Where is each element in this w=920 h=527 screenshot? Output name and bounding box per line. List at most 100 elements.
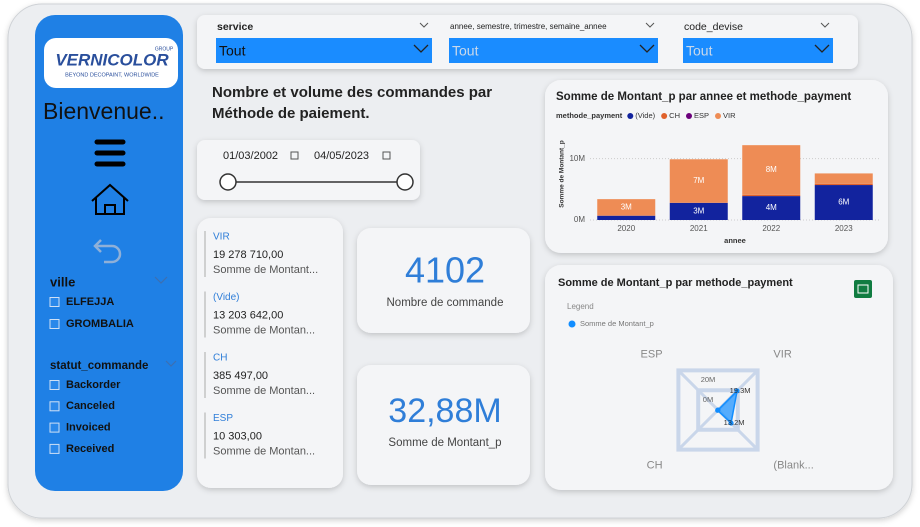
chart-title: Somme de Montant_p par methode_payment (558, 277, 793, 289)
export-icon[interactable] (854, 280, 872, 298)
card-value: 385 497,00 (213, 370, 268, 382)
chevron[interactable] (645, 22, 655, 28)
y-axis-title: Somme de Montant_p (559, 140, 566, 208)
radar-point (728, 420, 734, 426)
bar-segment (814, 185, 873, 220)
legend-marker (568, 320, 576, 328)
card-caption: Somme de Montant... (213, 264, 318, 276)
calendar-icon[interactable] (290, 151, 299, 160)
card-label: ESP (213, 413, 233, 424)
logo-box (44, 38, 178, 88)
dropdown[interactable] (216, 38, 432, 63)
checkbox[interactable] (49, 380, 60, 390)
welcome: Bienvenue.. (43, 98, 164, 124)
legend-label: (Vide) (635, 111, 655, 120)
chart-card (545, 265, 893, 490)
legend-label: Somme de Montant_p (580, 319, 654, 328)
filter-item: Canceled (66, 400, 115, 412)
x-axis-title: annee (724, 236, 746, 245)
kpi-value: 32,88M (388, 392, 501, 430)
checkbox[interactable] (49, 443, 60, 454)
card-list (197, 218, 343, 488)
dropdown[interactable] (683, 38, 833, 63)
legend-marker (627, 113, 634, 119)
slicer-label: service (217, 21, 253, 33)
dropdown-value: Tout (686, 43, 713, 59)
r-tick-label: 0M (703, 395, 713, 404)
slider-handle[interactable] (219, 173, 237, 191)
bar-segment (669, 159, 728, 203)
heading: Nombre et volume des commandes par Métho… (212, 84, 493, 122)
chevron[interactable] (154, 276, 168, 284)
logo-group: GROUP (155, 46, 174, 52)
filter-title: statut_commande (50, 360, 148, 372)
logo: VERNICOLOR (55, 50, 169, 69)
dropdown-value: Tout (219, 43, 246, 59)
filter-item: Received (66, 443, 114, 455)
bar-segment (742, 196, 801, 220)
chevron[interactable] (413, 44, 429, 53)
calendar-icon[interactable] (382, 151, 391, 160)
slider-handle[interactable] (396, 173, 414, 191)
legend-label: CH (669, 111, 680, 120)
legend-marker (715, 113, 722, 119)
legend-title: Legend (567, 302, 594, 311)
bar-segment (814, 173, 873, 184)
category-label: ESP (641, 348, 663, 360)
menu-icon[interactable] (94, 139, 126, 167)
dropdown[interactable] (449, 38, 658, 63)
chevron[interactable] (820, 22, 830, 28)
legend-title: methode_payment (556, 111, 623, 120)
card-caption: Somme de Montan... (213, 324, 315, 336)
card-label: CH (213, 353, 227, 364)
chevron[interactable] (639, 44, 655, 53)
data-label: 6M (838, 198, 849, 207)
radar-ring (696, 388, 740, 432)
bar-segment (597, 199, 656, 216)
chevron[interactable] (419, 22, 429, 28)
chevron[interactable] (814, 44, 830, 53)
export-icon-glyph (857, 284, 869, 294)
sidebar (35, 15, 183, 491)
checkbox[interactable] (49, 422, 60, 433)
bar-segment (742, 145, 801, 195)
chart-title: Somme de Montant_p par annee et methode_… (556, 91, 851, 103)
r-tick-label: 20M (701, 375, 716, 384)
kpi-label: Somme de Montant_p (388, 437, 501, 449)
category-label: VIR (773, 348, 791, 360)
kpi-card (357, 365, 530, 485)
checkbox[interactable] (49, 401, 60, 412)
category-label: CH (647, 459, 663, 471)
date-start[interactable]: 01/03/2002 (223, 150, 278, 162)
radar-point (715, 407, 721, 413)
slicer-label: annee, semestre, trimestre, semaine_anne… (450, 22, 607, 31)
back-icon[interactable] (93, 239, 122, 264)
kpi-card (357, 228, 530, 333)
x-tick-label: 2023 (835, 224, 853, 233)
legend-label: VIR (723, 111, 736, 120)
filter-item: ELFEJJA (66, 296, 114, 308)
y-tick-label: 0M (574, 215, 585, 224)
category-label: (Blank... (773, 459, 813, 471)
chevron[interactable] (165, 360, 177, 367)
logo-tagline: BEYOND DECOPAINT, WORLDWIDE (65, 72, 159, 78)
date-end[interactable]: 04/05/2023 (314, 150, 369, 162)
data-label: 8M (766, 165, 777, 174)
checkbox[interactable] (49, 297, 60, 307)
card-value: 10 303,00 (213, 430, 262, 442)
bar-segment (597, 215, 656, 220)
bar-segment (814, 183, 873, 186)
home-icon[interactable] (91, 183, 129, 215)
card-value: 19 278 710,00 (213, 249, 283, 261)
filter-item: GROMBALIA (66, 318, 134, 330)
data-label: 3M (621, 203, 632, 212)
kpi-label: Nombre de commande (387, 297, 504, 309)
dropdown-value: Tout (452, 43, 479, 59)
checkbox[interactable] (49, 319, 60, 329)
filter-item: Backorder (66, 379, 121, 391)
y-tick-label: 10M (569, 154, 585, 163)
bar-segment (669, 202, 728, 220)
card-caption: Somme de Montan... (213, 385, 315, 397)
